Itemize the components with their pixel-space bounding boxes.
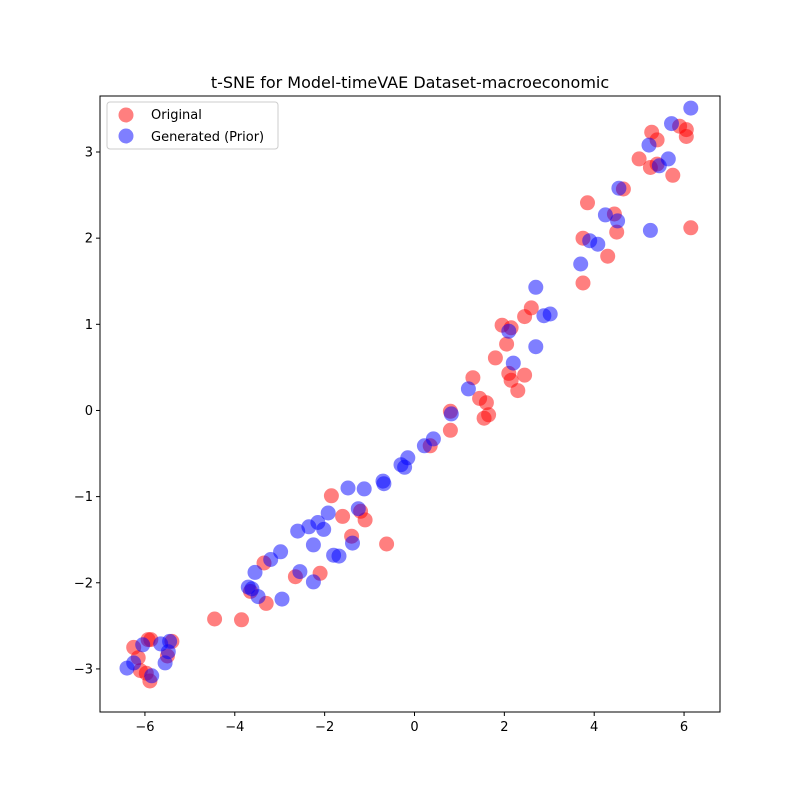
original-point-21: [379, 536, 395, 552]
original-point-39: [523, 300, 539, 316]
generated-point-14: [274, 591, 290, 607]
generated-point-55: [683, 100, 699, 116]
y-tick-label-0: −3: [74, 662, 93, 677]
x-tick-label-6: 6: [680, 720, 688, 735]
generated-point-38: [501, 323, 517, 339]
generated-point-35: [425, 431, 441, 447]
original-point-52: [665, 167, 681, 183]
original-point-40: [575, 275, 591, 291]
original-point-56: [683, 220, 699, 236]
y-tick-label-6: 3: [85, 146, 93, 161]
x-tick-label-0: −6: [135, 720, 154, 735]
original-point-45: [609, 224, 625, 240]
y-tick-label-2: −1: [74, 490, 93, 505]
generated-point-41: [528, 339, 544, 355]
y-tick-label-5: 2: [85, 232, 93, 247]
original-point-36: [510, 383, 526, 399]
original-point-43: [600, 248, 616, 264]
chart-title: t-SNE for Model-timeVAE Dataset-macroeco…: [211, 73, 609, 92]
plot-frame: [99, 95, 721, 713]
original-point-32: [499, 336, 515, 352]
generated-point-7: [162, 633, 178, 649]
original-point-42: [580, 195, 595, 211]
generated-point-18: [305, 537, 321, 553]
generated-point-21: [316, 521, 332, 537]
original-point-37: [517, 367, 533, 383]
generated-point-25: [340, 480, 356, 496]
original-point-9: [207, 611, 223, 627]
generated-point-1: [126, 655, 142, 671]
generated-point-39: [505, 355, 521, 371]
generated-point-27: [350, 501, 366, 517]
generated-point-51: [642, 222, 658, 238]
original-point-17: [335, 508, 351, 524]
y-tick-label-1: −2: [74, 576, 93, 591]
original-point-47: [631, 151, 647, 167]
generated-point-54: [664, 116, 679, 132]
x-tick-label-1: −4: [225, 720, 244, 735]
x-tick-label-3: 0: [410, 720, 418, 735]
points-layer: [119, 100, 699, 689]
x-tick-label-5: 4: [590, 720, 598, 735]
axis-ticks: −6 −4 −2 0 2 4 6 −3 −2 −1 0 1 2 3: [74, 146, 688, 736]
generated-point-10: [247, 564, 263, 580]
generated-point-26: [345, 535, 360, 551]
generated-point-33: [400, 450, 416, 466]
original-point-30: [487, 350, 503, 366]
generated-point-36: [443, 406, 459, 422]
generated-point-49: [611, 180, 627, 196]
generated-point-40: [528, 279, 544, 295]
original-point-29: [481, 407, 497, 423]
generated-point-30: [376, 476, 392, 492]
generated-point-53: [660, 151, 676, 167]
generated-point-24: [331, 548, 347, 564]
legend-label-generated: Generated (Prior): [151, 130, 264, 145]
generated-point-50: [641, 137, 657, 153]
generated-point-47: [597, 207, 613, 223]
legend: Original Generated (Prior): [106, 101, 279, 150]
original-point-24: [442, 422, 458, 438]
generated-point-43: [542, 306, 558, 322]
generated-point-46: [590, 236, 606, 252]
generated-point-19: [305, 574, 321, 590]
x-tick-label-2: −2: [315, 720, 334, 735]
generated-point-37: [460, 381, 476, 397]
original-point-55: [678, 129, 694, 144]
x-tick-label-4: 2: [500, 720, 508, 735]
legend-box: [106, 101, 279, 150]
original-point-10: [234, 612, 249, 628]
generated-point-13: [273, 544, 289, 560]
y-tick-label-4: 1: [85, 318, 93, 333]
original-point-20: [357, 512, 373, 528]
generated-point-3: [144, 668, 160, 684]
original-point-16: [323, 488, 339, 504]
generated-point-2: [135, 637, 151, 653]
generated-point-44: [573, 256, 589, 272]
legend-marker-generated: [118, 128, 134, 144]
legend-label-original: Original: [151, 108, 202, 123]
generated-point-48: [610, 213, 626, 229]
generated-point-22: [320, 505, 336, 521]
original-point-28: [478, 395, 494, 411]
y-tick-label-3: 0: [85, 404, 93, 419]
generated-point-16: [292, 564, 308, 580]
generated-point-28: [356, 481, 372, 497]
generated-point-11: [250, 589, 266, 605]
legend-marker-original: [118, 107, 134, 123]
